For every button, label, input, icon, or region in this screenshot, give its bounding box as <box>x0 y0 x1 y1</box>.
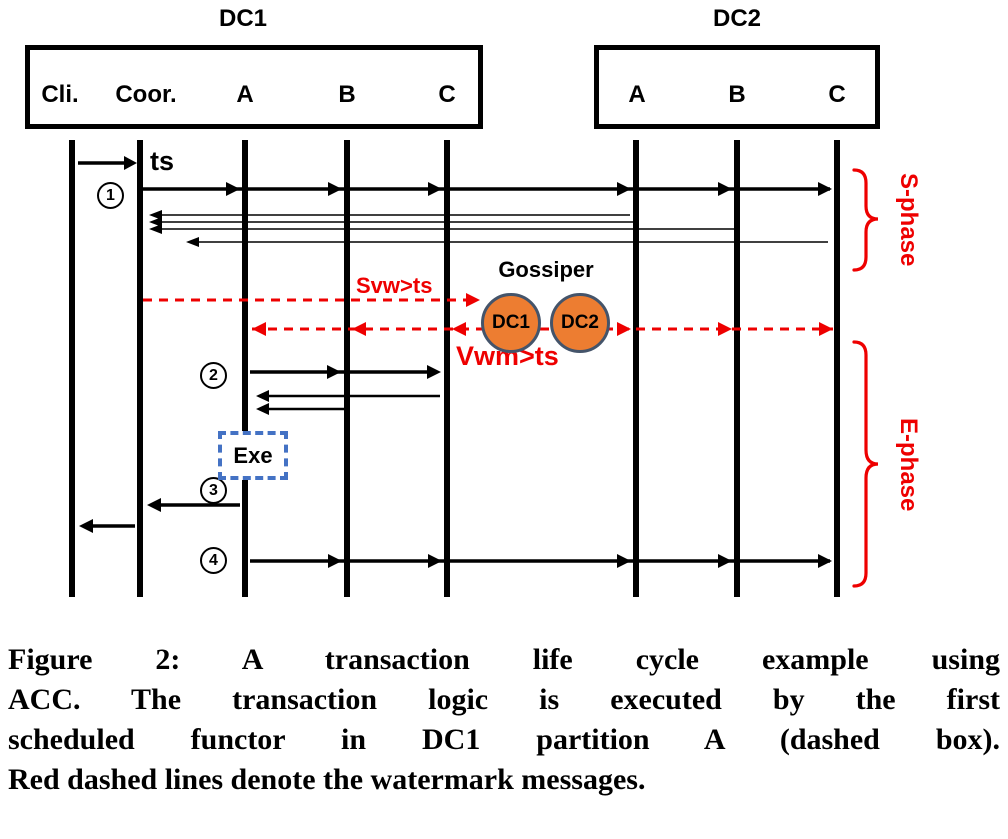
step-2-marker: 2 <box>200 362 227 389</box>
dc1-title: DC1 <box>218 5 267 32</box>
step-4-marker: 4 <box>200 547 227 574</box>
dc2-col-b: B <box>728 81 746 108</box>
caption-line-4: Red dashed lines denote the watermark me… <box>8 763 646 796</box>
msg-ts-broadcast-arrow <box>143 182 832 196</box>
dc1-header-box <box>25 45 483 129</box>
dc1-col-a: A <box>236 81 254 108</box>
e-phase-label: E-phase <box>895 418 922 512</box>
gossiper-label: Gossiper <box>498 257 594 282</box>
msg-svw-watermark-dashed <box>143 293 480 307</box>
step-3-marker: 3 <box>200 477 227 504</box>
svw-watermark-label: Svw>ts <box>356 273 433 298</box>
e-phase-brace <box>852 340 879 588</box>
lifelines <box>69 140 840 597</box>
msg-step2-forward-arrow <box>250 365 441 379</box>
dc2-col-c: C <box>828 81 846 108</box>
figure-caption: Figure 2: A transaction life cycle examp… <box>8 640 1000 800</box>
msg-step3-reply-arrows <box>79 498 240 533</box>
caption-line-1: Figure 2: A transaction life cycle examp… <box>8 643 1000 676</box>
gossiper-node-dc1: DC1 <box>481 293 541 353</box>
msg-vwm-watermark-dashed <box>252 322 833 336</box>
dc1-col-b: B <box>338 81 356 108</box>
s-phase-label: S-phase <box>895 173 922 267</box>
dc2-col-a: A <box>628 81 646 108</box>
dc2-title: DC2 <box>712 5 761 32</box>
phase-braces <box>852 168 879 588</box>
dc1-col-cli: Cli. <box>41 81 79 108</box>
s-phase-brace <box>852 168 879 272</box>
exe-functor-box: Exe <box>218 431 288 480</box>
msg-client-request-arrow <box>78 156 137 170</box>
gossiper-node-dc2: DC2 <box>550 293 610 353</box>
caption-line-2: ACC. The transaction logic is executed b… <box>8 683 1000 716</box>
dc1-col-coor: Coor. <box>115 81 177 108</box>
dc2-header-box <box>594 45 880 129</box>
msg-step2-reply-arrows <box>256 390 440 415</box>
dc1-col-c: C <box>438 81 456 108</box>
msg-step4-broadcast-arrow <box>250 554 832 568</box>
sequence-diagram-graphics <box>69 140 879 597</box>
msg-reply-arrows <box>149 210 828 247</box>
caption-line-3: scheduled functor in DC1 partition A (da… <box>8 723 1000 756</box>
ts-label: ts <box>150 146 175 176</box>
step-1-marker: 1 <box>97 182 124 209</box>
